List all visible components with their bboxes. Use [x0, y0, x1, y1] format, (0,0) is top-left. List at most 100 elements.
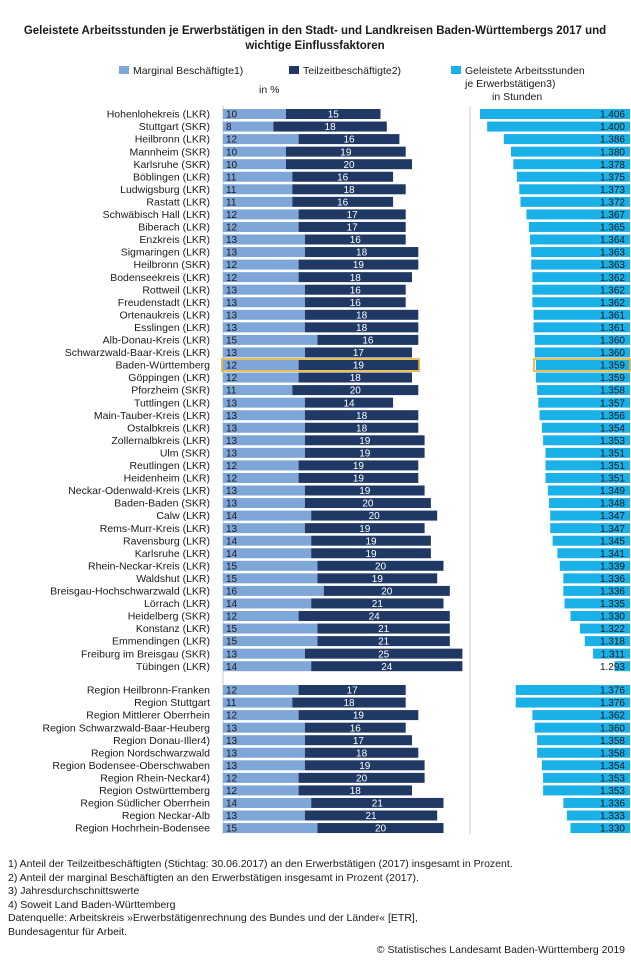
bar-marginal-kreis-20 [223, 360, 299, 370]
bar-stunden-kreis-26 [543, 435, 630, 446]
label-teilzeit-kreis-15: 16 [350, 298, 362, 309]
label-stunden-region-7: 1.353 [600, 773, 625, 784]
label-marginal-kreis-23: 13 [226, 398, 238, 409]
label-stunden-region-1: 1.376 [600, 698, 625, 709]
bar-marginal-kreis-18 [223, 334, 318, 345]
label-stunden-kreis-8: 1.367 [600, 210, 625, 221]
bar-teilzeit-kreis-8 [298, 209, 406, 220]
label-stunden-region-8: 1.353 [600, 786, 625, 797]
bar-stunden-kreis-37 [563, 573, 630, 584]
label-stunden-kreis-10: 1.364 [600, 235, 625, 246]
category-label-kreis-19: Schwarzwald-Baar-Kreis (LKR) [65, 347, 210, 359]
label-stunden-kreis-3: 1.380 [600, 147, 625, 158]
label-stunden-kreis-37: 1.336 [600, 574, 625, 585]
label-teilzeit-kreis-13: 18 [350, 273, 362, 284]
category-label-region-10: Region Neckar-Alb [122, 810, 210, 822]
bar-teilzeit-kreis-31 [304, 498, 431, 509]
label-marginal-kreis-24: 13 [226, 411, 238, 422]
category-label-kreis-7: Rastatt (LKR) [146, 196, 210, 208]
label-teilzeit-region-5: 18 [356, 748, 368, 759]
label-stunden-kreis-18: 1.360 [600, 336, 625, 347]
bar-marginal-kreis-37 [223, 573, 318, 584]
label-marginal-kreis-38: 16 [226, 587, 238, 598]
bar-stunden-region-10 [566, 810, 630, 821]
bar-marginal-kreis-22 [223, 385, 293, 396]
label-teilzeit-kreis-2: 16 [343, 135, 355, 146]
category-label-kreis-22: Pforzheim (SKR) [131, 385, 210, 397]
category-label-kreis-14: Rottweil (LKR) [142, 284, 210, 296]
bar-marginal-kreis-19 [223, 347, 305, 358]
copyright: © Statistisches Landesamt Baden-Württemb… [376, 944, 625, 956]
bar-teilzeit-kreis-17 [304, 322, 419, 333]
category-label-kreis-1: Stuttgart (SKR) [139, 121, 210, 133]
label-stunden-kreis-31: 1.348 [600, 499, 625, 510]
bar-teilzeit-kreis-0 [286, 109, 381, 119]
label-teilzeit-region-7: 20 [356, 773, 368, 784]
bar-stunden-kreis-0 [480, 109, 630, 119]
bar-marginal-kreis-36 [223, 560, 318, 571]
bar-teilzeit-kreis-39 [311, 598, 444, 609]
label-teilzeit-kreis-26: 19 [359, 436, 371, 447]
legend-teilzeit-label: Teilzeitbeschäftigte2) [303, 65, 402, 77]
label-marginal-kreis-41: 15 [226, 624, 238, 635]
legend-marginal-label: Marginal Beschäftigte1) [133, 65, 244, 77]
bar-teilzeit-kreis-28 [298, 460, 419, 471]
bar-stunden-kreis-10 [530, 234, 630, 245]
bar-teilzeit-kreis-14 [304, 284, 406, 295]
label-stunden-kreis-2: 1.386 [600, 135, 625, 146]
label-stunden-kreis-38: 1.336 [600, 587, 625, 598]
bar-stunden-region-7 [543, 772, 630, 783]
label-teilzeit-kreis-18: 16 [362, 336, 374, 347]
bar-stunden-kreis-22 [537, 385, 630, 396]
label-marginal-kreis-7: 11 [226, 197, 237, 208]
bar-marginal-kreis-44 [223, 661, 312, 672]
bar-teilzeit-region-8 [298, 785, 412, 796]
label-teilzeit-kreis-29: 19 [353, 474, 365, 485]
category-label-kreis-41: Konstanz (LKR) [136, 623, 210, 635]
label-stunden-kreis-1: 1.400 [600, 122, 625, 133]
bar-stunden-kreis-39 [564, 598, 630, 609]
category-label-kreis-35: Karlsruhe (LKR) [135, 548, 210, 560]
label-stunden-kreis-33: 1.347 [600, 524, 625, 535]
bar-teilzeit-region-11 [317, 823, 444, 834]
label-marginal-kreis-37: 15 [226, 574, 238, 585]
bar-teilzeit-region-3 [304, 722, 406, 733]
bar-marginal-kreis-4 [223, 159, 286, 170]
bar-marginal-kreis-7 [223, 196, 293, 207]
bar-stunden-kreis-4 [513, 159, 630, 170]
bar-teilzeit-kreis-13 [298, 272, 412, 283]
label-stunden-kreis-17: 1.361 [600, 323, 625, 334]
label-teilzeit-kreis-37: 19 [372, 574, 384, 585]
label-marginal-kreis-33: 13 [226, 524, 238, 535]
bar-marginal-kreis-16 [223, 309, 305, 320]
bar-teilzeit-kreis-2 [298, 134, 400, 145]
category-label-kreis-34: Ravensburg (LKR) [123, 535, 210, 547]
bar-marginal-kreis-30 [223, 485, 305, 496]
label-marginal-region-0: 12 [226, 686, 238, 697]
label-teilzeit-kreis-10: 16 [350, 235, 362, 246]
bar-teilzeit-kreis-21 [298, 372, 412, 383]
bar-teilzeit-kreis-42 [317, 636, 450, 647]
bar-stunden-region-11 [570, 823, 630, 834]
label-marginal-kreis-27: 13 [226, 448, 238, 459]
label-teilzeit-kreis-0: 15 [328, 110, 340, 121]
bar-teilzeit-kreis-1 [273, 121, 387, 132]
category-label-kreis-37: Waldshut (LKR) [136, 573, 210, 585]
footnote-3: 3) Jahresdurchschnittswerte [8, 885, 140, 897]
bar-stunden-kreis-23 [538, 397, 630, 408]
bar-teilzeit-kreis-15 [304, 297, 406, 308]
label-stunden-kreis-0: 1.406 [600, 110, 625, 121]
bar-stunden-region-8 [543, 785, 630, 796]
label-marginal-kreis-43: 13 [226, 649, 238, 660]
label-teilzeit-kreis-5: 16 [337, 172, 349, 183]
legend-teilzeit: Teilzeitbeschäftigte2) [289, 65, 401, 78]
label-marginal-region-3: 13 [226, 723, 238, 734]
category-label-kreis-23: Tuttlingen (LKR) [134, 397, 210, 409]
category-label-kreis-15: Freudenstadt (LKR) [118, 297, 210, 309]
label-teilzeit-region-3: 16 [350, 723, 362, 734]
label-teilzeit-kreis-27: 19 [359, 448, 371, 459]
label-marginal-region-8: 12 [226, 786, 238, 797]
label-marginal-kreis-3: 10 [226, 147, 238, 158]
label-stunden-kreis-23: 1.357 [600, 398, 625, 409]
bar-stunden-kreis-28 [545, 460, 630, 471]
